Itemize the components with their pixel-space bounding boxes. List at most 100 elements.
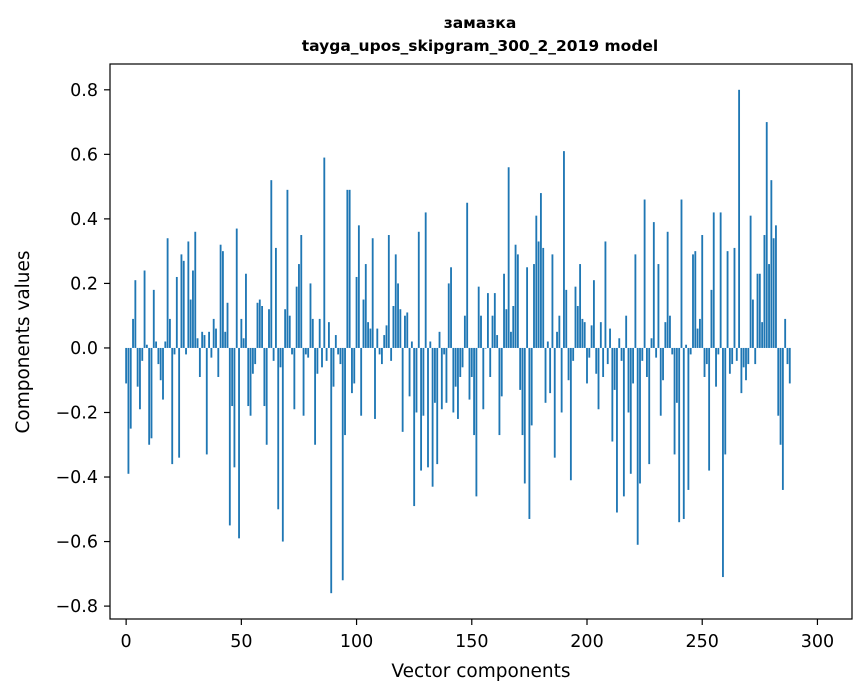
bar-273 <box>754 347 757 365</box>
bar-137 <box>440 347 443 410</box>
bar-97 <box>348 189 351 348</box>
bar-141 <box>450 267 452 348</box>
bar-158 <box>489 347 492 377</box>
bar-185 <box>551 254 554 348</box>
bar-139 <box>445 347 448 403</box>
x-axis-ticks: 0 50 100 150 200 250 300 <box>121 619 834 652</box>
bar-195 <box>574 286 577 348</box>
bar-140 <box>447 283 450 348</box>
bar-275 <box>758 273 761 348</box>
bar-198 <box>581 318 584 348</box>
y-tick-label-3: −0.2 <box>56 403 99 423</box>
bar-103 <box>362 299 365 348</box>
bar-145 <box>459 347 462 377</box>
bar-274 <box>756 273 759 348</box>
bar-227 <box>648 347 651 465</box>
bar-204 <box>595 347 598 374</box>
bar-146 <box>461 347 464 368</box>
bar-174 <box>526 267 529 348</box>
bar-99 <box>353 347 356 384</box>
bar-43 <box>224 331 227 348</box>
bar-117 <box>394 254 397 348</box>
bar-202 <box>590 325 593 348</box>
bar-4 <box>134 280 137 348</box>
bar-30 <box>194 231 197 348</box>
bar-1 <box>127 347 130 474</box>
x-tick-label-50: 50 <box>230 632 252 652</box>
bar-47 <box>233 347 236 468</box>
bar-55 <box>251 347 254 374</box>
bar-255 <box>712 212 715 348</box>
bar-190 <box>563 151 565 348</box>
bar-109 <box>376 328 379 348</box>
bar-127 <box>417 231 420 348</box>
bar-155 <box>482 347 485 410</box>
bar-153 <box>477 286 480 348</box>
bar-33 <box>201 331 204 348</box>
bar-75 <box>298 264 300 348</box>
bar-179 <box>537 241 540 348</box>
bar-116 <box>392 306 395 348</box>
bar-8 <box>143 270 146 348</box>
bar-70 <box>286 189 289 348</box>
bar-132 <box>429 341 432 348</box>
bar-23 <box>178 347 181 458</box>
bar-25 <box>182 260 185 348</box>
plot-frame <box>109 63 853 620</box>
bar-148 <box>466 202 469 348</box>
bar-183 <box>546 341 549 348</box>
x-tick-label-250: 250 <box>686 632 719 652</box>
bar-125 <box>413 347 416 507</box>
bar-18 <box>166 238 169 348</box>
bar-95 <box>344 347 346 436</box>
bar-247 <box>694 251 697 348</box>
bar-175 <box>528 347 531 519</box>
bar-105 <box>367 322 370 348</box>
bar-5 <box>136 347 139 387</box>
bar-238 <box>673 347 676 455</box>
bar-167 <box>510 331 512 348</box>
bar-113 <box>385 325 388 348</box>
bar-219 <box>629 347 632 474</box>
bar-267 <box>740 347 743 394</box>
bar-214 <box>618 338 621 348</box>
bar-54 <box>249 347 252 416</box>
bar-220 <box>632 347 635 384</box>
bar-67 <box>279 347 282 368</box>
bar-81 <box>311 318 314 348</box>
bar-74 <box>295 286 298 348</box>
bar-130 <box>424 212 427 348</box>
bar-121 <box>404 315 406 348</box>
bar-157 <box>486 293 489 348</box>
bar-217 <box>625 315 628 348</box>
y-tick-label-8: 0.8 <box>70 81 98 101</box>
bar-154 <box>480 315 482 348</box>
bar-19 <box>168 318 171 348</box>
bar-250 <box>701 235 704 348</box>
bar-223 <box>639 347 641 484</box>
bar-245 <box>689 347 692 355</box>
bar-194 <box>572 347 575 361</box>
bar-91 <box>334 335 337 348</box>
bar-196 <box>576 306 579 348</box>
bar-149 <box>468 347 471 400</box>
bar-100 <box>355 276 358 348</box>
bar-51 <box>242 338 245 348</box>
bar-282 <box>775 225 777 348</box>
bar-263 <box>731 347 734 365</box>
bar-118 <box>397 283 399 348</box>
bar-160 <box>493 293 496 348</box>
bar-46 <box>231 347 234 407</box>
bar-135 <box>436 347 439 465</box>
bar-144 <box>457 347 459 419</box>
y-tick-label-7: 0.6 <box>70 145 98 165</box>
bar-248 <box>696 328 699 348</box>
bar-71 <box>288 315 291 348</box>
bar-165 <box>505 309 508 348</box>
bar-264 <box>733 247 736 348</box>
bar-216 <box>622 347 625 497</box>
bar-252 <box>705 347 708 365</box>
bar-283 <box>777 347 780 416</box>
bar-69 <box>284 309 287 348</box>
bar-136 <box>438 331 441 348</box>
